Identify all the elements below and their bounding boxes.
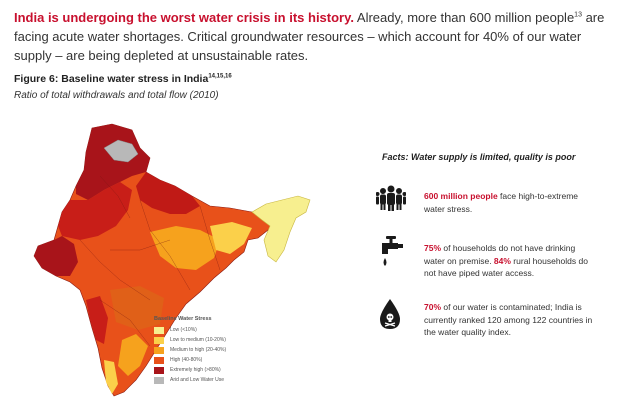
figure-subtitle: Ratio of total withdrawals and total flo… <box>14 90 219 101</box>
district-boundaries <box>79 175 221 347</box>
fact-contamination: 70% of our water is contaminated; India … <box>424 301 594 339</box>
legend-label: Extremely high (>80%) <box>170 367 221 373</box>
region-deccan <box>110 286 164 330</box>
figure-title: Figure 6: Baseline water stress in India… <box>14 73 232 85</box>
figure-title-refs: 14,15,16 <box>208 73 232 80</box>
fact-highlight-2: 84% <box>493 255 511 266</box>
fact-text: face high-to-extreme water stress. <box>424 191 579 214</box>
intro-text-1: Already, more than 600 million people <box>354 10 575 25</box>
legend-item-high: High (40-80%) <box>154 355 324 365</box>
legend-label: Low (<10%) <box>170 327 197 333</box>
legend-item-extremely-high: Extremely high (>80%) <box>154 365 324 375</box>
fact-water-stress: 600 million people face high-to-extreme … <box>424 190 594 215</box>
region-west-coast <box>86 296 108 344</box>
region-gujarat <box>34 236 78 276</box>
region-gangetic <box>136 172 200 214</box>
region-arid-low-use <box>103 139 139 163</box>
fact-text: of our water is contaminated; India is c… <box>424 302 593 337</box>
region-south-medium <box>118 334 148 376</box>
legend-item-medium-high: Medium to high (20-40%) <box>154 345 324 355</box>
legend-item-arid: Arid and Low Water Use <box>154 375 324 385</box>
map-legend: Baseline Water Stress Low (<10%) Low to … <box>154 316 324 385</box>
legend-label: High (40-80%) <box>170 357 203 363</box>
region-east-medium <box>210 222 252 254</box>
facts-title: Facts: Water supply is limited, quality … <box>382 152 576 162</box>
intro-text-2: are facing acute water shortages. Critic… <box>14 10 605 63</box>
legend-swatch <box>154 376 164 384</box>
legend-swatch <box>154 336 164 344</box>
intro-lead: India is undergoing the worst water cris… <box>14 10 354 25</box>
region-central-medium <box>150 226 220 270</box>
fact-households-water: 75% of households do not have drinking w… <box>424 242 594 280</box>
fact-highlight: 75% <box>424 243 442 253</box>
region-kerala-low <box>104 360 118 394</box>
legend-swatch <box>154 366 164 374</box>
legend-swatch <box>154 346 164 354</box>
poison-drop-icon <box>380 299 400 329</box>
fact-highlight: 600 million people <box>424 191 498 201</box>
fact-highlight: 70% <box>424 302 442 312</box>
legend-label: Arid and Low Water Use <box>170 377 225 383</box>
fact-text-2: rural households do not have piped water… <box>424 255 588 279</box>
legend-swatch <box>154 326 164 334</box>
intro-paragraph: India is undergoing the worst water cris… <box>14 8 610 65</box>
legend-label: Low to medium (10-20%) <box>170 337 226 343</box>
intro-footnote-ref: 13 <box>574 11 582 19</box>
legend-item-low: Low (<10%) <box>154 325 324 335</box>
region-northeast <box>251 195 311 263</box>
legend-item-low-medium: Low to medium (10-20%) <box>154 335 324 345</box>
figure-title-text: Figure 6: Baseline water stress in India <box>14 73 209 85</box>
fact-text: of households do not have drinking water… <box>424 243 576 266</box>
region-northwest <box>76 124 150 200</box>
legend-title: Baseline Water Stress <box>154 316 212 322</box>
tap-icon <box>382 236 403 266</box>
region-rajasthan <box>58 182 132 240</box>
legend-swatch <box>154 356 164 364</box>
people-icon <box>376 185 406 211</box>
legend-label: Medium to high (20-40%) <box>170 347 227 353</box>
